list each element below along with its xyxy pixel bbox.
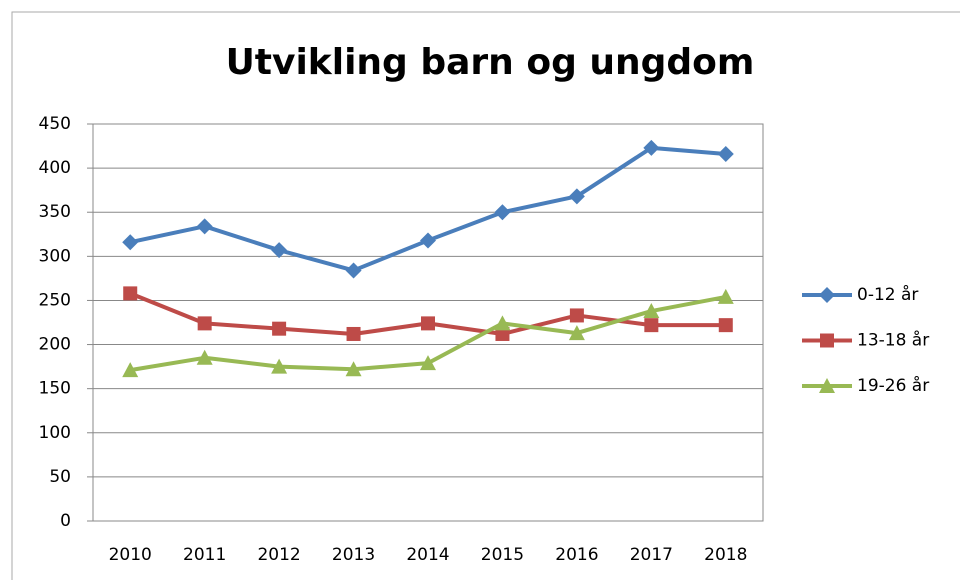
data-point	[345, 361, 362, 377]
data-point	[123, 286, 138, 301]
x-tick-label: 2018	[704, 545, 747, 565]
data-point	[718, 318, 733, 333]
data-point	[568, 325, 585, 341]
x-tick-label: 2013	[332, 545, 375, 565]
data-point	[122, 362, 139, 378]
data-point	[420, 355, 436, 371]
x-tick-label: 2017	[630, 545, 673, 565]
data-point	[644, 318, 659, 333]
y-tick-label: 300	[39, 246, 71, 266]
data-point	[197, 316, 212, 331]
data-point	[643, 303, 660, 319]
data-point	[196, 349, 213, 365]
x-tick-label: 2014	[406, 545, 449, 565]
x-tick-label: 2016	[555, 545, 598, 565]
data-point	[495, 326, 510, 341]
data-point	[271, 242, 288, 259]
data-point	[122, 234, 139, 251]
data-point	[272, 321, 287, 336]
data-point	[643, 139, 660, 156]
x-tick-label: 2012	[257, 545, 300, 565]
y-tick-label: 50	[49, 467, 71, 487]
data-point	[717, 288, 734, 304]
data-point	[346, 326, 361, 341]
y-tick-label: 100	[39, 423, 71, 443]
y-tick-label: 450	[39, 114, 71, 134]
data-point	[494, 204, 511, 221]
legend-label: 19-26 år	[857, 375, 929, 396]
y-tick-label: 250	[39, 290, 71, 310]
y-tick-label: 150	[39, 379, 71, 399]
legend-marker	[819, 378, 835, 393]
legend-label: 13-18 år	[857, 330, 929, 351]
data-point	[494, 315, 511, 331]
data-point	[196, 218, 213, 235]
chart-title: Utvikling barn og ungdom	[226, 42, 755, 83]
x-tick-label: 2015	[481, 545, 524, 565]
x-tick-label: 2011	[183, 545, 226, 565]
y-tick-label: 200	[39, 335, 71, 355]
data-point	[568, 188, 585, 205]
data-point	[345, 262, 362, 279]
data-point	[569, 308, 584, 323]
x-tick-label: 2010	[109, 545, 152, 565]
data-point	[271, 358, 288, 374]
y-tick-label: 400	[39, 158, 71, 178]
data-point	[421, 316, 435, 331]
legend-marker	[819, 287, 835, 303]
legend-label: 0-12 år	[857, 284, 918, 305]
y-tick-label: 350	[39, 202, 71, 222]
legend-marker	[820, 333, 834, 348]
y-tick-label: 0	[60, 511, 71, 531]
data-point	[717, 145, 734, 162]
data-point	[420, 232, 436, 249]
